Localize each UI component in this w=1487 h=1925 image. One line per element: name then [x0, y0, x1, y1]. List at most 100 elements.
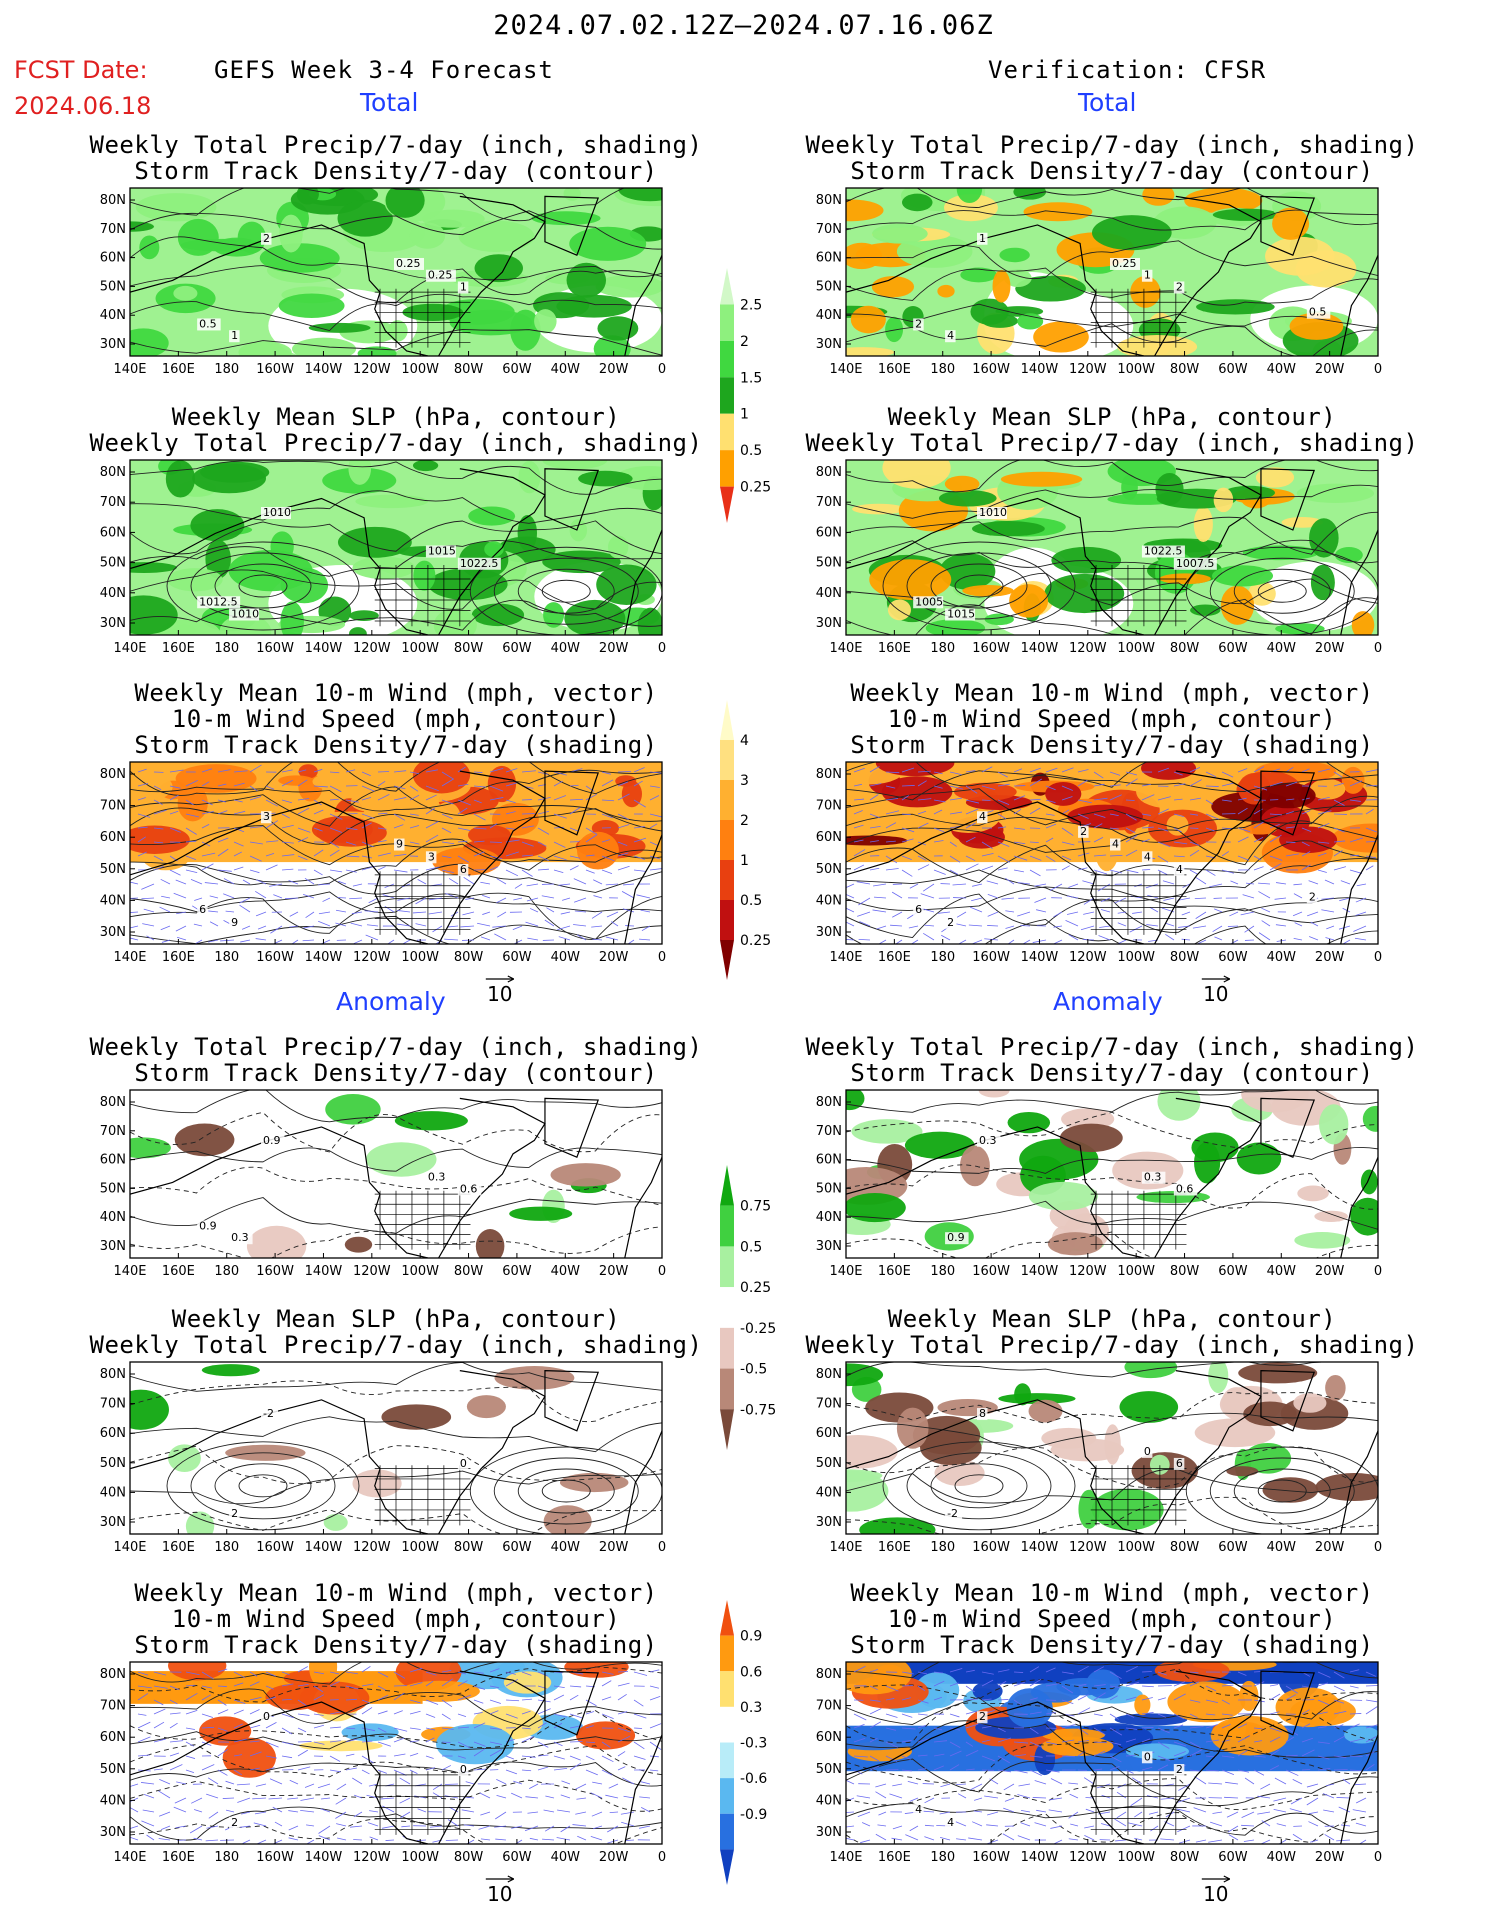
- p5-lon-label: 140W: [305, 950, 343, 965]
- p2-contour-label: 0.25: [1110, 257, 1140, 270]
- p12-lat-label: 70N: [816, 1699, 842, 1714]
- p5-contour-label: 9: [394, 838, 405, 851]
- p3-lat-label: 50N: [100, 556, 126, 571]
- p3-lon-label: 120W: [353, 641, 391, 656]
- p8-contour-label: 0.9: [945, 1231, 969, 1245]
- colorbar-precip-total-level-label: 1: [740, 407, 749, 423]
- svg-text:3: 3: [428, 850, 435, 863]
- p1-lat-label: 70N: [100, 222, 126, 237]
- p11-lon-label: 100W: [401, 1850, 439, 1865]
- p1-contour-label: 0.5: [197, 317, 221, 331]
- p5-contour-label: 3: [425, 850, 437, 864]
- p5-lon-label: 0: [658, 950, 666, 965]
- p6-lon-label: 0: [1374, 950, 1382, 965]
- colorbar-storm-anom-level-label: -0.3: [740, 1736, 767, 1752]
- svg-text:2: 2: [231, 1507, 238, 1520]
- colorbar-precip-anom-level-label: 0.5: [740, 1239, 762, 1255]
- p3-contour-label: 1010: [229, 608, 260, 621]
- p3-title-line-2: Weekly Total Precip/7-day (inch, shading…: [89, 429, 703, 457]
- p1-lon-label: 60W: [502, 362, 532, 377]
- colorbar-storm-anom-swatch: [720, 1849, 734, 1885]
- p4-lon-label: 40W: [1267, 641, 1297, 656]
- p4-lon-label: 20W: [1315, 641, 1345, 656]
- p12-title-line-1: Weekly Mean 10-m Wind (mph, vector): [850, 1579, 1374, 1607]
- p1-contour-label: 0.25: [394, 257, 424, 270]
- p5-lat-label: 40N: [100, 893, 126, 908]
- colorbar-storm-anom-swatch: [720, 1671, 734, 1707]
- p10-contour-label: 8: [977, 1407, 988, 1421]
- p4-lon-label: 80W: [1170, 641, 1200, 656]
- p1-lon-label: 20W: [599, 362, 629, 377]
- p7-title-line-2: Storm Track Density/7-day (contour): [134, 1059, 658, 1087]
- p6-lon-label: 20W: [1315, 950, 1345, 965]
- p3-lat-label: 60N: [100, 525, 126, 540]
- p6-lon-label: 160W: [972, 950, 1010, 965]
- p10-lat-label: 70N: [816, 1397, 842, 1412]
- p4-lat-label: 80N: [816, 465, 842, 480]
- svg-text:0.3: 0.3: [231, 1231, 249, 1244]
- colorbar-storm-total-swatch: [720, 860, 734, 900]
- svg-text:6: 6: [460, 863, 467, 876]
- p11-lon-label: 60W: [502, 1850, 532, 1865]
- p8-lat-label: 80N: [816, 1095, 842, 1110]
- p10-lat-label: 30N: [816, 1515, 842, 1530]
- svg-text:4: 4: [979, 810, 986, 823]
- svg-text:1: 1: [460, 280, 467, 293]
- p2-lat-label: 30N: [816, 337, 842, 352]
- p8-lat-label: 70N: [816, 1124, 842, 1139]
- svg-text:2: 2: [1080, 825, 1087, 838]
- p6-lon-label: 80W: [1170, 950, 1200, 965]
- p5-contour-label: 9: [229, 916, 240, 929]
- svg-text:1010: 1010: [231, 608, 259, 621]
- svg-text:4: 4: [1176, 863, 1183, 876]
- p9-lon-label: 60W: [502, 1540, 532, 1555]
- svg-text:2: 2: [979, 1710, 986, 1723]
- svg-text:2: 2: [1176, 280, 1183, 293]
- p12-lon-label: 160E: [878, 1850, 911, 1865]
- svg-text:1: 1: [231, 329, 238, 342]
- p9-lon-label: 140W: [305, 1540, 343, 1555]
- p7-frame: [129, 1089, 663, 1259]
- svg-text:9: 9: [231, 916, 238, 929]
- p12-lon-label: 120W: [1069, 1850, 1107, 1865]
- p6-contour-label: 2: [945, 916, 956, 929]
- svg-text:1022.5: 1022.5: [460, 557, 499, 570]
- svg-text:2: 2: [231, 1816, 238, 1829]
- p3-lon-label: 80W: [454, 641, 484, 656]
- colorbar-precip-anom-swatch: [720, 1368, 734, 1410]
- p6-lon-label: 140E: [829, 950, 862, 965]
- p8-lon-label: 140E: [829, 1264, 862, 1279]
- p7-lon-label: 160E: [162, 1264, 195, 1279]
- colorbar-precip-total-swatch: [720, 450, 734, 487]
- p1-lon-label: 40W: [551, 362, 581, 377]
- p5-lon-label: 180: [214, 950, 239, 965]
- p6-lon-label: 60W: [1218, 950, 1248, 965]
- p6-lat-label: 80N: [816, 767, 842, 782]
- p11-lon-label: 0: [658, 1850, 666, 1865]
- p2-lon-label: 100W: [1117, 362, 1155, 377]
- p1-lat-label: 30N: [100, 337, 126, 352]
- p6-contour-label: 4: [1173, 863, 1185, 877]
- section-total-right: Total: [1078, 88, 1137, 117]
- p10-map: 8 6 -2 0 80N 70N 60N 50N 40N 30N 140E 160E 180 160W 14…: [816, 1361, 1382, 1555]
- p1-lon-label: 140E: [113, 362, 146, 377]
- p3-lon-label: 20W: [599, 641, 629, 656]
- p12-ref-label: 10: [1203, 1882, 1228, 1906]
- p12-lon-label: 80W: [1170, 1850, 1200, 1865]
- p7-lon-label: 180: [214, 1264, 239, 1279]
- p9-lat-label: 50N: [100, 1456, 126, 1471]
- svg-text:0.3: 0.3: [1144, 1171, 1162, 1184]
- p2-frame: [845, 187, 1379, 357]
- p8-lon-label: 180: [930, 1264, 955, 1279]
- p7-lat-label: 80N: [100, 1095, 126, 1110]
- p9-lon-label: 120W: [353, 1540, 391, 1555]
- svg-text:0.25: 0.25: [396, 257, 421, 270]
- p1-lat-label: 40N: [100, 308, 126, 323]
- p1-lon-label: 100W: [401, 362, 439, 377]
- p8-lon-label: 120W: [1069, 1264, 1107, 1279]
- svg-text:1007.5: 1007.5: [1176, 557, 1215, 570]
- p4-lat-label: 70N: [816, 495, 842, 510]
- colorbar-storm-anom-swatch: [720, 1600, 734, 1636]
- colorbar-storm-total-swatch: [720, 700, 734, 740]
- p9-lon-label: 160W: [256, 1540, 294, 1555]
